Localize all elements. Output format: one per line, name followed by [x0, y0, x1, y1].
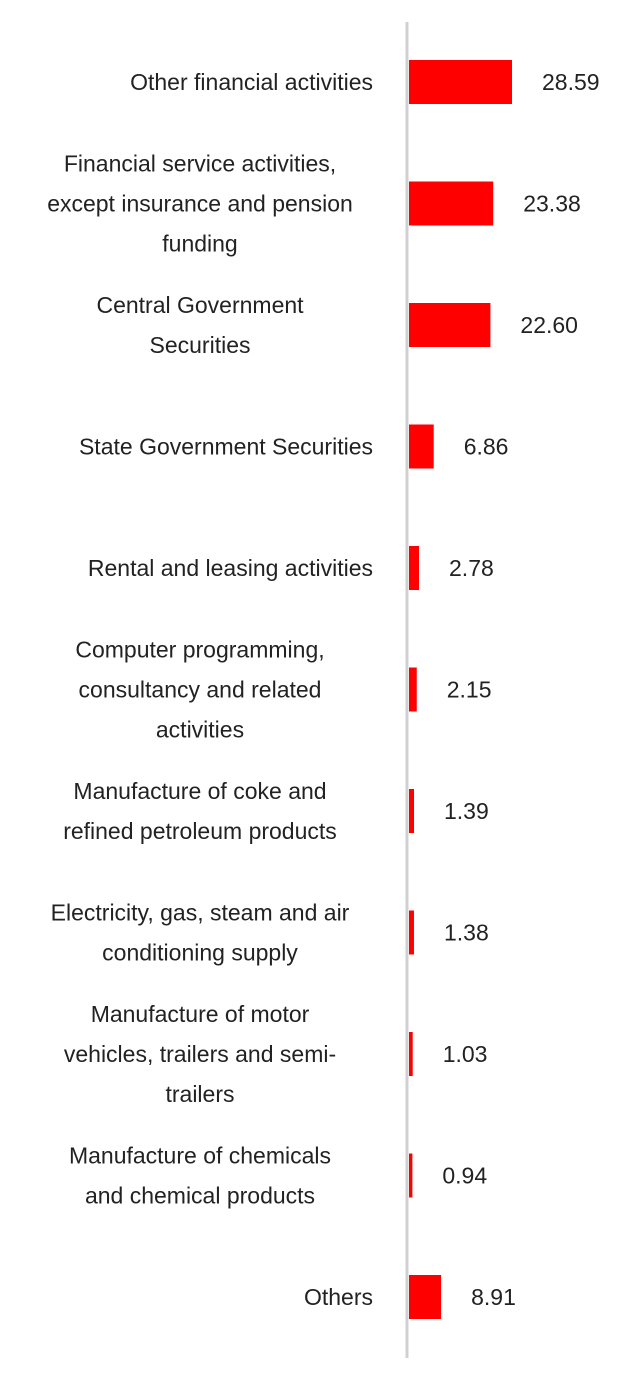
category-label-line: Other financial activities [130, 69, 373, 95]
category-label: Rental and leasing activities [88, 555, 373, 581]
category-label-line: conditioning supply [102, 940, 298, 966]
category-label: Manufacture of motor vehicles, trailers a… [64, 1001, 336, 1107]
category-label-line: Electricity, gas, steam and air [51, 900, 350, 926]
category-label-line: trailers [165, 1081, 234, 1107]
bar [409, 667, 417, 712]
category-label-line: Financial service activities, [64, 151, 336, 177]
bar [409, 910, 414, 955]
bar-value-label: 1.39 [444, 798, 489, 824]
category-label: Manufacture of coke and refined petroleum… [63, 778, 337, 844]
category-label: Financial service activities, except insu… [47, 151, 353, 257]
bar [409, 789, 415, 833]
category-label-line: Securities [150, 332, 251, 358]
bar-value-label: 1.38 [444, 920, 489, 946]
bar-value-label: 2.15 [447, 677, 492, 703]
bar-value-label: 2.78 [449, 555, 494, 581]
bar-value-label: 8.91 [471, 1284, 516, 1310]
category-label-line: funding [162, 231, 237, 257]
category-label-line: State Government Securities [79, 434, 373, 460]
category-label-line: vehicles, trailers and semi- [64, 1041, 336, 1067]
category-label-line: Computer programming, [75, 637, 324, 663]
category-label: State Government Securities [79, 434, 373, 460]
category-label: Electricity, gas, steam and air condition… [51, 900, 350, 966]
category-label-line: consultancy and related [79, 677, 322, 703]
bar [409, 1032, 413, 1076]
category-label-line: Manufacture of chemicals [69, 1143, 331, 1169]
bar [409, 181, 494, 226]
labels-layer: 28.59 Other financial activities 23.38 Fina… [47, 69, 599, 1310]
bar-value-label: 1.03 [443, 1041, 488, 1067]
bar [409, 1275, 442, 1319]
bar [409, 303, 491, 347]
category-label-line: and chemical products [85, 1183, 315, 1209]
category-label: Others [304, 1284, 373, 1310]
category-label-line: refined petroleum products [63, 818, 337, 844]
bar-value-label: 6.86 [464, 434, 509, 460]
category-label: Central Government Securities [96, 292, 304, 358]
category-label-line: Central Government [96, 292, 304, 318]
bar [409, 546, 420, 590]
bar [409, 424, 434, 469]
bar [409, 1153, 413, 1198]
bar [409, 60, 512, 104]
category-label: Other financial activities [130, 69, 373, 95]
bar-value-label: 0.94 [442, 1163, 487, 1189]
category-label-line: activities [156, 717, 244, 743]
category-label-line: except insurance and pension [47, 191, 353, 217]
category-label-line: Manufacture of motor [91, 1001, 310, 1027]
bar-value-label: 23.38 [523, 191, 581, 217]
category-label-line: Manufacture of coke and [73, 778, 326, 804]
category-label: Manufacture of chemicals and chemical pro… [69, 1143, 331, 1209]
bar-value-label: 28.59 [542, 69, 600, 95]
category-label-line: Rental and leasing activities [88, 555, 373, 581]
category-label-line: Others [304, 1284, 373, 1310]
bars-layer [409, 60, 512, 1319]
category-label: Computer programming, consultancy and rel… [75, 637, 324, 743]
bar-value-label: 22.60 [520, 312, 578, 338]
